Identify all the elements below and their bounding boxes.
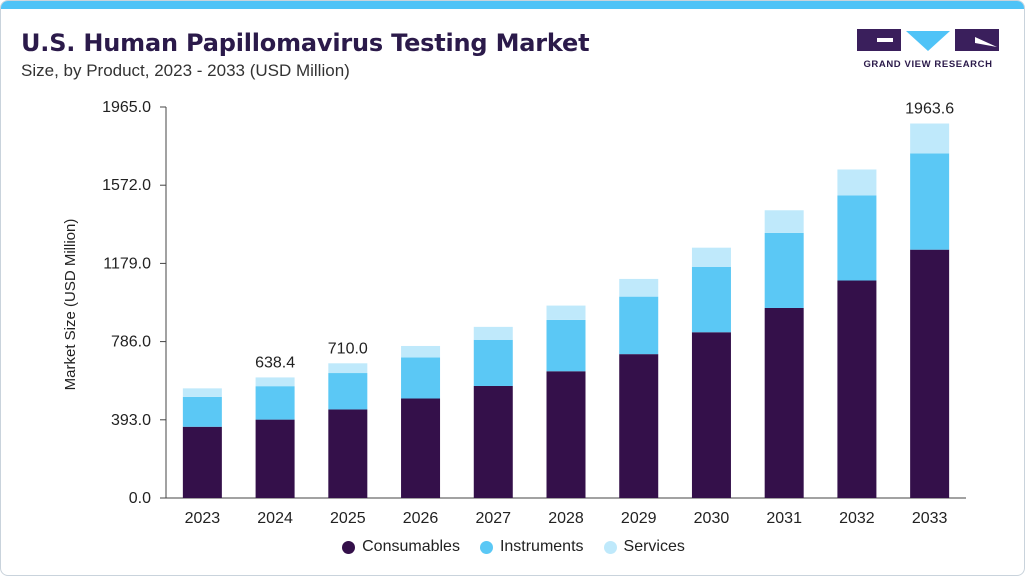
x-tick-label: 2023 [185, 510, 221, 527]
bar-consumables-2024 [255, 419, 295, 498]
bar-instruments-2024 [255, 386, 295, 420]
bar-services-2024 [255, 377, 295, 387]
bar-consumables-2029 [619, 354, 659, 498]
bar-consumables-2033 [910, 249, 950, 498]
bar-services-2023 [182, 388, 222, 397]
bar-consumables-2030 [691, 332, 731, 498]
bar-services-2028 [546, 305, 586, 320]
bar-instruments-2033 [910, 153, 950, 250]
legend-item-consumables: Consumables [342, 538, 460, 556]
data-label-2025: 710.0 [328, 340, 368, 357]
legend-label-instruments: Instruments [499, 538, 584, 555]
x-tick-label: 2032 [839, 510, 875, 527]
bar-consumables-2032 [837, 280, 877, 498]
y-tick-label: 393.0 [111, 412, 151, 429]
y-tick-label: 1179.0 [103, 255, 151, 272]
legend: Consumables Instruments Services [1, 538, 1024, 556]
legend-item-instruments: Instruments [479, 538, 584, 556]
bar-consumables-2028 [546, 371, 586, 498]
bar-instruments-2029 [619, 296, 659, 355]
y-axis-label: Market Size (USD Million) [62, 219, 79, 391]
bar-instruments-2023 [182, 396, 222, 427]
legend-swatch-services [603, 540, 617, 554]
logo-v-triangle [906, 31, 950, 51]
logo-text: GRAND VIEW RESEARCH [863, 59, 993, 70]
chart-title: U.S. Human Papillomavirus Testing Market [21, 29, 590, 57]
accent-bar [1, 1, 1024, 9]
y-tick-label: 0.0 [129, 490, 151, 507]
bar-instruments-2030 [691, 266, 731, 333]
x-tick-label: 2033 [912, 510, 948, 527]
bar-instruments-2027 [473, 339, 513, 386]
x-tick-label: 2028 [548, 510, 584, 527]
x-tick-label: 2031 [766, 510, 802, 527]
data-label-2033: 1963.6 [905, 101, 954, 118]
bar-services-2029 [619, 278, 659, 297]
y-tick-label: 1572.0 [102, 177, 151, 194]
bar-consumables-2031 [764, 307, 804, 498]
bar-consumables-2023 [182, 426, 222, 498]
chart-subtitle: Size, by Product, 2023 - 2033 (USD Milli… [21, 61, 350, 80]
legend-swatch-consumables [342, 540, 356, 554]
bar-services-2030 [691, 247, 731, 267]
x-tick-label: 2024 [257, 510, 293, 527]
legend-label-consumables: Consumables [362, 538, 460, 555]
y-tick-label: 1965.0 [102, 99, 151, 116]
bar-instruments-2028 [546, 319, 586, 372]
bar-consumables-2027 [473, 385, 513, 498]
bar-services-2025 [328, 363, 368, 374]
bar-instruments-2031 [764, 232, 804, 308]
bar-consumables-2026 [401, 398, 441, 498]
x-tick-label: 2029 [621, 510, 657, 527]
grand-view-research-logo [857, 29, 999, 51]
bar-services-2026 [401, 345, 441, 358]
x-tick-label: 2030 [694, 510, 730, 527]
x-tick-label: 2027 [475, 510, 511, 527]
bar-instruments-2032 [837, 195, 877, 281]
x-tick-label: 2025 [330, 510, 366, 527]
bar-services-2032 [837, 169, 877, 196]
bar-instruments-2025 [328, 373, 368, 410]
data-label-2024: 638.4 [255, 354, 295, 371]
bar-services-2031 [764, 210, 804, 233]
bar-services-2027 [473, 326, 513, 340]
legend-label-services: Services [623, 538, 685, 555]
x-tick-label: 2026 [403, 510, 439, 527]
bar-consumables-2025 [328, 409, 368, 498]
bar-instruments-2026 [401, 357, 441, 399]
bar-services-2033 [910, 123, 950, 154]
legend-item-services: Services [603, 538, 685, 556]
legend-swatch-instruments [479, 540, 493, 554]
y-tick-label: 786.0 [111, 334, 151, 351]
